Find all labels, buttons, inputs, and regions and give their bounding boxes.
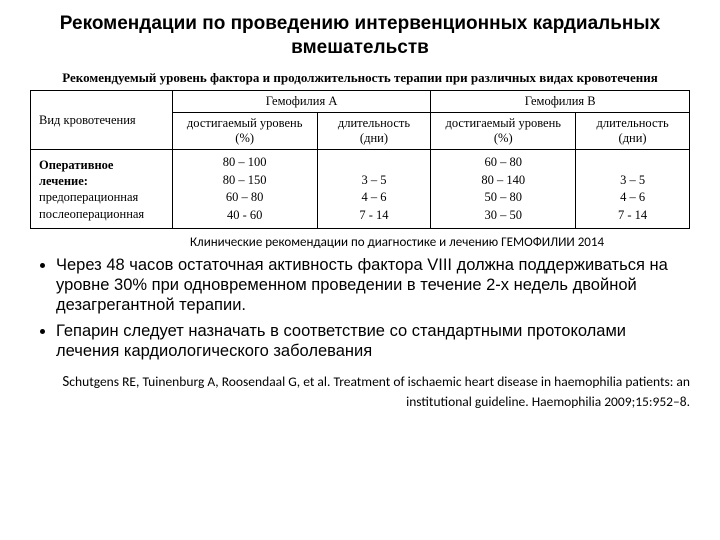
col-bleeding-type: Вид кровотечения (31, 91, 173, 150)
row-label-line1: Оперативное лечение: (39, 158, 113, 188)
bullet-item: Гепарин следует назначать в соответствие… (56, 321, 690, 361)
cell-a-duration: 3 – 54 – 67 - 14 (317, 150, 431, 229)
bullet-list: Через 48 часов остаточная активность фак… (56, 255, 690, 362)
slide-title: Рекомендации по проведению интервенционн… (30, 12, 690, 60)
col-hemophilia-b: Гемофилия В (431, 91, 690, 113)
row-label-line3: послеоперационная (39, 207, 144, 221)
col-hemophilia-a: Гемофилия А (172, 91, 431, 113)
citation: Schutgens RE, Tuinenburg A, Roosendaal G… (30, 372, 690, 412)
cell-a-level: 80 – 10080 – 15060 – 8040 - 60 (172, 150, 317, 229)
recommendation-table: Вид кровотечения Гемофилия А Гемофилия В… (30, 90, 690, 229)
col-a-duration: длительность (дни) (317, 113, 431, 150)
cell-b-duration: 3 – 54 – 67 - 14 (576, 150, 690, 229)
table-caption: Рекомендуемый уровень фактора и продолжи… (30, 70, 690, 87)
col-a-level: достигаемый уровень (%) (172, 113, 317, 150)
row-surgical: Оперативное лечение: предоперационная по… (31, 150, 173, 229)
bullet-item: Через 48 часов остаточная активность фак… (56, 255, 690, 315)
col-b-duration: длительность (дни) (576, 113, 690, 150)
clinical-note: Клинические рекомендации по диагностике … (190, 235, 690, 251)
col-b-level: достигаемый уровень (%) (431, 113, 576, 150)
row-label-line2: предоперационная (39, 190, 138, 204)
cell-b-level: 60 – 8080 – 14050 – 8030 – 50 (431, 150, 576, 229)
citation-text: chutgens RE, Tuinenburg A, Roosendaal G,… (69, 373, 690, 410)
